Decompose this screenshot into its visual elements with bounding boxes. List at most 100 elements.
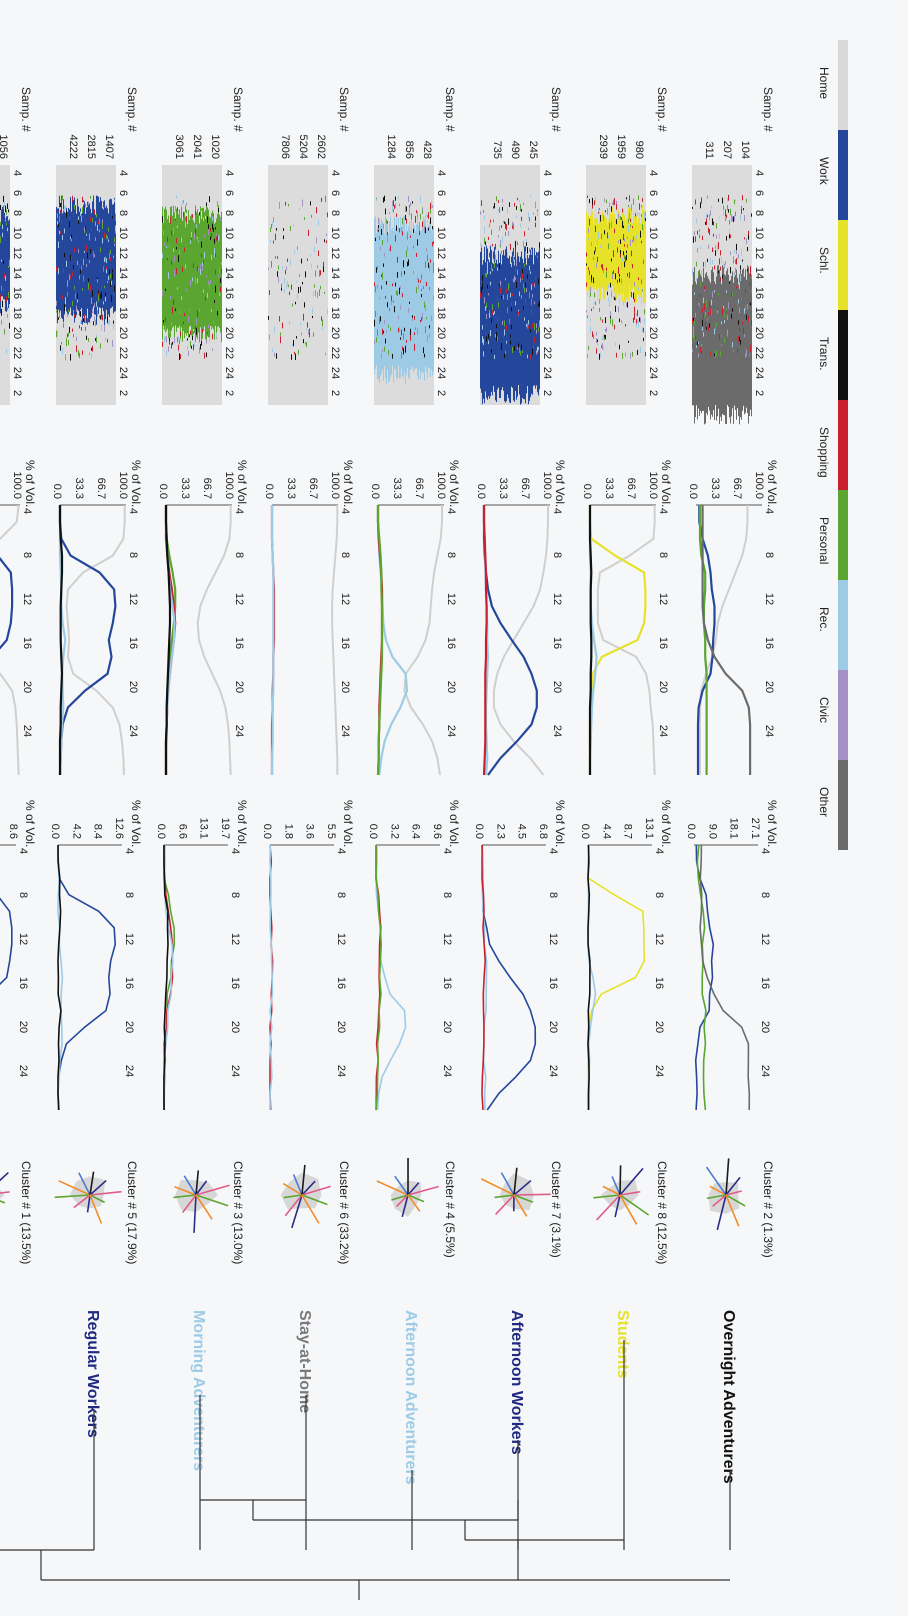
heatmap-mark (696, 218, 697, 224)
heatmap-bar (199, 223, 200, 343)
heatmap-bar (397, 227, 398, 380)
heatmap-mark (488, 340, 489, 345)
sample-count: 2815 (85, 135, 97, 159)
heatmap-mark (77, 293, 78, 300)
heatmap-mark (602, 264, 603, 271)
heatmap-mark (188, 350, 189, 356)
radar-spoke (282, 1182, 303, 1196)
heatmap-mark (325, 195, 326, 203)
dendrogram (0, 1340, 731, 1600)
heatmap-mark (744, 237, 745, 240)
heatmap-mark (735, 211, 736, 216)
act-tick: 9.6 (431, 824, 443, 839)
heatmap-mark (694, 320, 695, 326)
act-tick: 0.0 (685, 824, 697, 839)
heatmap-mark (628, 225, 629, 232)
heatmap-bar (711, 269, 712, 415)
heatmap-mark (618, 213, 619, 219)
heatmap-mark (115, 231, 116, 234)
heatmap-mark (484, 215, 485, 220)
radar-spoke (725, 1158, 730, 1196)
heatmap-mark (624, 238, 625, 242)
hour-tick: 20 (335, 1021, 347, 1033)
heatmap-mark (214, 248, 215, 254)
heatmap-mark (191, 318, 192, 326)
heatmap-mark (483, 351, 484, 357)
heatmap-mark (219, 292, 220, 297)
heatmap-mark (521, 209, 522, 212)
heatmap-mark (163, 272, 164, 279)
heatmap-mark (204, 235, 205, 238)
heatmap-mark (110, 257, 111, 261)
vol-tick: 0.0 (51, 484, 63, 499)
radar-spoke (89, 1190, 122, 1196)
heatmap-mark (8, 265, 9, 269)
heatmap-mark (198, 268, 199, 272)
heatmap-mark (190, 330, 191, 335)
heatmap-bar (415, 230, 416, 369)
heatmap-mark (422, 208, 423, 211)
heatmap-mark (205, 296, 206, 301)
heatmap-mark (525, 251, 526, 259)
radar-spoke (73, 1194, 91, 1209)
heatmap-bar (66, 207, 67, 312)
heatmap-mark (198, 241, 199, 245)
heatmap-mark (75, 289, 76, 294)
vol-tick: 100.0 (541, 471, 553, 499)
heatmap-bar (165, 206, 166, 333)
heatmap-mark (697, 341, 698, 346)
hour-tick: 18 (11, 307, 23, 319)
heatmap-mark (170, 327, 171, 334)
hour-tick: 14 (753, 267, 765, 279)
heatmap-bar (164, 208, 165, 330)
heatmap-bar (5, 218, 6, 312)
hour-tick: 8 (11, 210, 23, 216)
heatmap-mark (113, 291, 114, 296)
heatmap-mark (215, 285, 216, 293)
heatmap-mark (417, 277, 418, 281)
heatmap-bar (107, 208, 108, 324)
heatmap-mark (375, 292, 376, 299)
heatmap-mark (382, 348, 383, 353)
heatmap-mark (300, 286, 301, 293)
heatmap-mark (84, 314, 85, 322)
hour-tick: 24 (435, 367, 447, 379)
heatmap-mark (324, 291, 325, 294)
heatmap-bar (493, 251, 494, 386)
radar-area (70, 1176, 105, 1209)
heatmap-mark (314, 284, 315, 288)
heatmap-mark (96, 213, 97, 218)
heatmap-bar (64, 210, 65, 315)
heatmap-mark (408, 234, 409, 239)
heatmap-mark (511, 306, 512, 312)
heatmap-mark (307, 258, 308, 261)
heatmap-mark (404, 270, 405, 275)
heatmap-mark (382, 272, 383, 280)
heatmap-mark (218, 274, 219, 278)
heatmap-mark (617, 282, 618, 286)
heatmap-mark (590, 286, 591, 293)
samp-label: Samp. # (125, 87, 139, 132)
heatmap-mark (105, 292, 106, 296)
heatmap-mark (537, 210, 538, 217)
heatmap-mark (532, 282, 533, 286)
heatmap-mark (728, 302, 729, 310)
heatmap-bars (56, 195, 116, 361)
heatmap-bar (715, 283, 716, 406)
heatmap-mark (529, 217, 530, 222)
heatmap-mark (99, 218, 100, 225)
heatmap-mark (108, 275, 109, 281)
heatmap-mark (73, 311, 74, 315)
heatmap-mark (206, 352, 207, 358)
heatmap-mark (711, 309, 712, 316)
heatmap-mark (275, 255, 276, 259)
heatmap-mark (414, 343, 415, 351)
act-line-work (694, 844, 715, 1111)
radar-spoke (0, 1191, 10, 1196)
radar-spoke (301, 1164, 306, 1196)
heatmap-mark (173, 288, 174, 293)
heatmap-mark (385, 299, 386, 303)
heatmap-bar (701, 274, 702, 414)
heatmap-mark (210, 231, 211, 236)
vol-tick: 33.3 (73, 478, 85, 499)
